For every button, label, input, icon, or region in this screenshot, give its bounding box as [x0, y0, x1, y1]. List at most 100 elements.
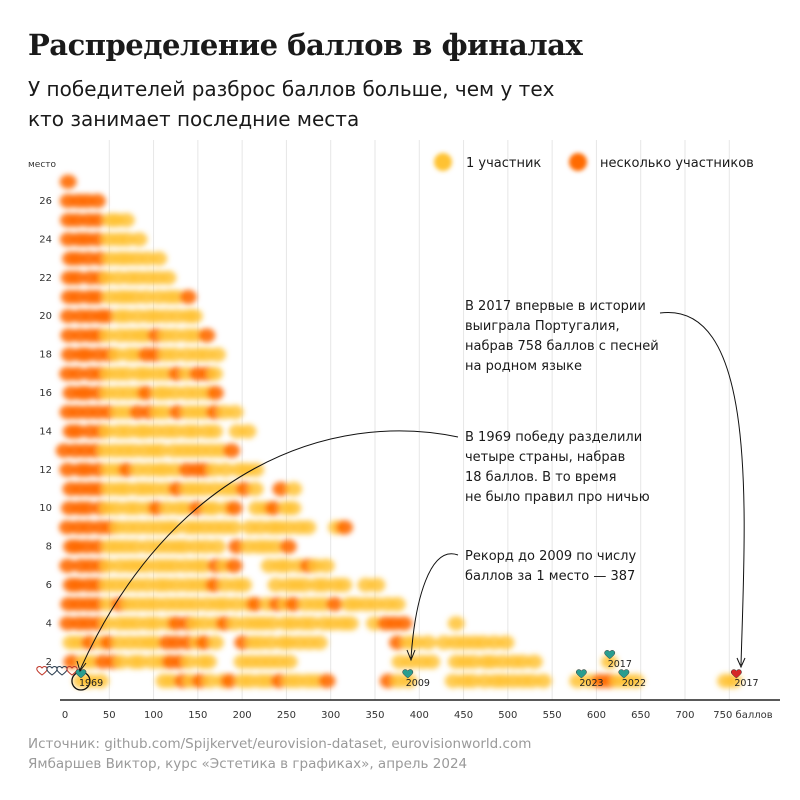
data-point [310, 635, 328, 650]
annotations: В 2017 впервые в истории выиграла Португа… [76, 299, 746, 673]
data-point [68, 424, 86, 439]
chart-subtitle: У победителей разброс баллов больше, чем… [28, 77, 555, 131]
y-tick-label: 10 [39, 503, 52, 514]
annotation-text: В 2017 впервые в истории [465, 299, 646, 314]
x-tick-label: 200 [233, 710, 252, 721]
data-point [272, 481, 290, 497]
data-point [267, 577, 285, 593]
data-point [206, 635, 224, 650]
data-point [98, 309, 116, 324]
axes: 0 50 100 150 200 250 300 350 400 450 500 550 600 650 7… [28, 160, 780, 721]
winner-heart-icon [618, 669, 630, 679]
data-point [247, 462, 265, 477]
data-point [205, 462, 223, 477]
data-point [91, 673, 109, 689]
data-point [118, 232, 136, 247]
data-point [117, 213, 135, 228]
y-tick-label: 18 [39, 350, 52, 361]
data-point [119, 424, 137, 439]
data-point [166, 328, 184, 343]
data-point [302, 616, 320, 631]
winner-markers: 1969 2009 2023 2022 2017 2017 [36, 650, 759, 691]
data-point [208, 347, 226, 362]
heart-icon [66, 666, 78, 676]
winner-year-label: 1969 [79, 678, 103, 689]
data-point [226, 405, 244, 420]
data-point [463, 673, 481, 689]
data-point [235, 577, 253, 593]
data-point [523, 673, 541, 689]
y-axis-label: место [28, 160, 57, 170]
data-point [60, 347, 78, 362]
arrow-2017 [659, 312, 745, 666]
data-point [447, 616, 465, 631]
data-point [534, 673, 552, 689]
y-tick-label: 12 [39, 465, 52, 476]
legend: 1 участник несколько участников [434, 153, 754, 171]
annotation-text: Рекорд до 2009 по числу [465, 549, 636, 564]
data-point [225, 616, 243, 631]
annotation-text: четыре страны, набрав [465, 450, 625, 465]
data-point [137, 385, 155, 401]
data-point [159, 270, 177, 285]
data-point [513, 654, 531, 669]
data-point [180, 654, 198, 669]
data-point [99, 558, 117, 573]
y-tick-label: 16 [39, 388, 52, 399]
x-tick-label: 600 [587, 710, 606, 721]
data-point [107, 501, 125, 516]
data-point [284, 501, 302, 516]
data-point [147, 616, 165, 631]
annotation-text: 18 баллов. В то время [465, 470, 616, 485]
data-point [388, 597, 406, 612]
data-point [185, 309, 203, 324]
data-point [127, 539, 145, 554]
data-point [63, 654, 81, 669]
x-tick-label: 550 [543, 710, 562, 721]
data-point [59, 462, 77, 477]
data-point [205, 366, 223, 381]
data-point [206, 385, 224, 401]
data-point [223, 443, 241, 458]
legend-single-label: 1 участник [466, 156, 541, 171]
data-point [179, 289, 197, 305]
data-point [130, 232, 148, 247]
data-point [195, 558, 213, 573]
data-points [55, 174, 743, 689]
winner-year-label: 2009 [406, 678, 430, 689]
data-point [326, 597, 344, 612]
data-point [131, 654, 149, 669]
data-point [419, 635, 437, 650]
winner-year-label: 2017 [608, 659, 632, 670]
data-point [285, 481, 303, 497]
data-point [217, 462, 235, 477]
data-point [98, 616, 116, 631]
credit-note: Ямбаршев Виктор, курс «Эстетика в график… [28, 756, 468, 772]
data-point [88, 213, 106, 228]
data-point [117, 481, 135, 497]
arrow-head [406, 649, 416, 662]
data-point [264, 501, 282, 516]
data-point [395, 616, 413, 631]
data-point [262, 635, 280, 650]
data-point [225, 558, 243, 573]
data-point [368, 577, 386, 593]
data-point [205, 501, 223, 516]
data-point [246, 597, 264, 612]
data-point [98, 424, 116, 439]
legend-single-swatch [434, 153, 452, 171]
data-point [59, 309, 77, 324]
data-point [264, 616, 282, 631]
data-point [208, 539, 226, 554]
data-point [152, 443, 170, 458]
y-tick-label: 26 [39, 196, 52, 207]
x-tick-label: 650 [631, 710, 650, 721]
y-tick-label: 24 [39, 234, 52, 245]
data-point [600, 654, 618, 669]
data-point [225, 501, 243, 516]
data-point [267, 539, 285, 554]
data-point [246, 481, 264, 497]
data-point [69, 366, 87, 381]
winner-year-label: 2023 [579, 678, 603, 689]
y-tick-label: 4 [46, 618, 52, 629]
